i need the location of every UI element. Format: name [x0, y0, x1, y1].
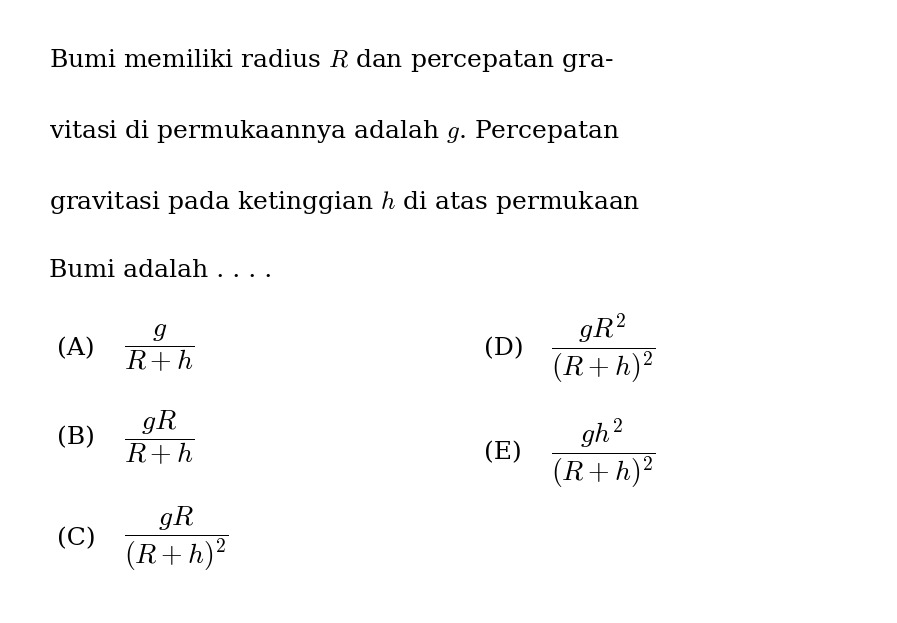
Text: gravitasi pada ketinggian $h$ di atas permukaan: gravitasi pada ketinggian $h$ di atas pe… [48, 189, 640, 216]
Text: $\dfrac{gR^2}{(R + h)^2}$: $\dfrac{gR^2}{(R + h)^2}$ [551, 312, 656, 386]
Text: $\dfrac{gh^2}{(R + h)^2}$: $\dfrac{gh^2}{(R + h)^2}$ [551, 416, 656, 490]
Text: Bumi adalah . . . .: Bumi adalah . . . . [48, 259, 272, 282]
Text: $\dfrac{gR}{R + h}$: $\dfrac{gR}{R + h}$ [124, 408, 195, 467]
Text: vitasi di permukaannya adalah $g$. Percepatan: vitasi di permukaannya adalah $g$. Perce… [48, 118, 619, 145]
Text: $\dfrac{gR}{(R + h)^2}$: $\dfrac{gR}{(R + h)^2}$ [124, 505, 229, 573]
Text: (D): (D) [484, 337, 524, 360]
Text: (A): (A) [57, 337, 95, 360]
Text: (E): (E) [484, 441, 522, 464]
Text: (B): (B) [57, 426, 95, 449]
Text: (C): (C) [57, 528, 96, 551]
Text: $\dfrac{g}{R + h}$: $\dfrac{g}{R + h}$ [124, 323, 195, 374]
Text: Bumi memiliki radius $R$ dan percepatan gra-: Bumi memiliki radius $R$ dan percepatan … [48, 47, 614, 74]
